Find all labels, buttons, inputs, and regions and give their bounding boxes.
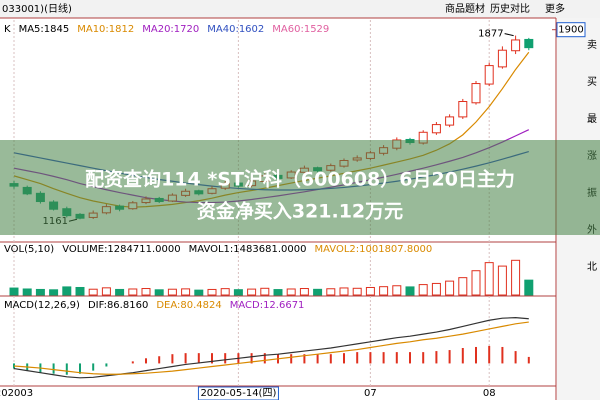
x-tick-label: 07 [364, 388, 377, 399]
volume-bar [9, 287, 19, 296]
legend-entry: MA20:1720 [142, 24, 199, 35]
volume-bar [405, 286, 415, 296]
legend-entry: MACD:12.6671 [230, 300, 305, 311]
legend-entry: MA10:1812 [77, 24, 134, 35]
legend-entry: K [4, 24, 11, 35]
volume-bar [365, 286, 375, 296]
volume-bar [194, 289, 204, 296]
volume-bar [167, 288, 177, 296]
banner-text: 资金净买入321.12万元 [197, 200, 403, 223]
candle-body [524, 38, 534, 49]
volume-bar [524, 279, 534, 296]
volume-bar [115, 288, 125, 296]
candle-body [431, 124, 441, 134]
high-label: 1877 [478, 29, 503, 40]
volume-bar [511, 259, 521, 296]
volume-bar [431, 282, 441, 296]
banner-band [0, 140, 600, 235]
volume-bar [484, 262, 494, 296]
candle-body [511, 39, 521, 52]
volume-bar [471, 270, 481, 296]
top-bar [0, 0, 600, 18]
volume-bar [22, 288, 32, 296]
legend-entry: MA60:1529 [272, 24, 329, 35]
volume-bar [299, 288, 309, 296]
volume-bar [247, 288, 257, 296]
sidebar-label: 买 [587, 76, 597, 88]
x-tick-label: 202003 [0, 388, 33, 399]
volume-bar [141, 288, 151, 296]
volume-bar [286, 288, 296, 296]
button[interactable]: 商品题材 [445, 2, 485, 15]
legend-entry: MACD(12,26,9) [4, 300, 80, 311]
x-tick-label: 2020-05-14(四) [200, 388, 276, 399]
header: 033001)(日线) [2, 2, 72, 15]
legend-entry: VOL(5,10) [4, 244, 54, 255]
candle-body [497, 49, 507, 68]
volume-bar [207, 288, 217, 296]
volume-bar [273, 289, 283, 296]
dif-line [13, 317, 529, 379]
pointer [504, 33, 514, 37]
legend-entry: DEA:80.4824 [156, 300, 221, 311]
y-tick-label: 1900 [558, 25, 583, 36]
legend-entry: DIF:86.8160 [88, 300, 148, 311]
volume-bar [35, 288, 45, 296]
button[interactable]: 更多 [545, 2, 565, 15]
legend-entry: MAVOL1:1483681.0000 [189, 244, 307, 255]
x-tick-label: 08 [483, 388, 496, 399]
volume-bar [313, 288, 323, 296]
legend-entry: MA40:1602 [207, 24, 264, 35]
volume-bar [128, 288, 138, 296]
sidebar-label: 卖 [587, 39, 597, 51]
volume-bar [445, 280, 455, 296]
legend-entry: MA5:1845 [19, 24, 70, 35]
button[interactable]: 历史对比 [490, 2, 530, 15]
volume-bar [497, 265, 507, 296]
y-tick-box [556, 22, 586, 38]
volume-bar [379, 286, 389, 296]
legend-entry: VOLUME:1284711.0000 [62, 244, 180, 255]
candle-body [458, 101, 468, 118]
volume-bar [260, 287, 270, 296]
volume-bar [339, 287, 349, 296]
volume-bar [326, 288, 336, 296]
candle-body [445, 116, 455, 126]
volume-bar [233, 289, 243, 296]
highlight [197, 386, 279, 400]
sidebar-label: 北 [587, 261, 597, 273]
dea-line [13, 321, 529, 375]
candle-body [484, 65, 494, 85]
sidebar-label: 最 [587, 113, 597, 125]
candle-body [471, 83, 481, 104]
volume-bar [352, 287, 362, 296]
volume-bar [62, 286, 72, 296]
volume-bar [154, 289, 164, 296]
volume-bar [88, 288, 98, 296]
volume-bar [49, 289, 59, 296]
volume-bar [101, 287, 111, 296]
volume-bar [458, 277, 468, 296]
banner-text: 配资查询114 *ST沪科（600608）6月20日主力 [85, 168, 515, 191]
legend-entry: MAVOL2:1001807.8000 [314, 244, 432, 255]
volume-bar [392, 285, 402, 296]
volume-bar [75, 286, 85, 296]
volume-bar [220, 288, 230, 296]
volume-bar [418, 284, 428, 296]
volume-bar [181, 288, 191, 296]
